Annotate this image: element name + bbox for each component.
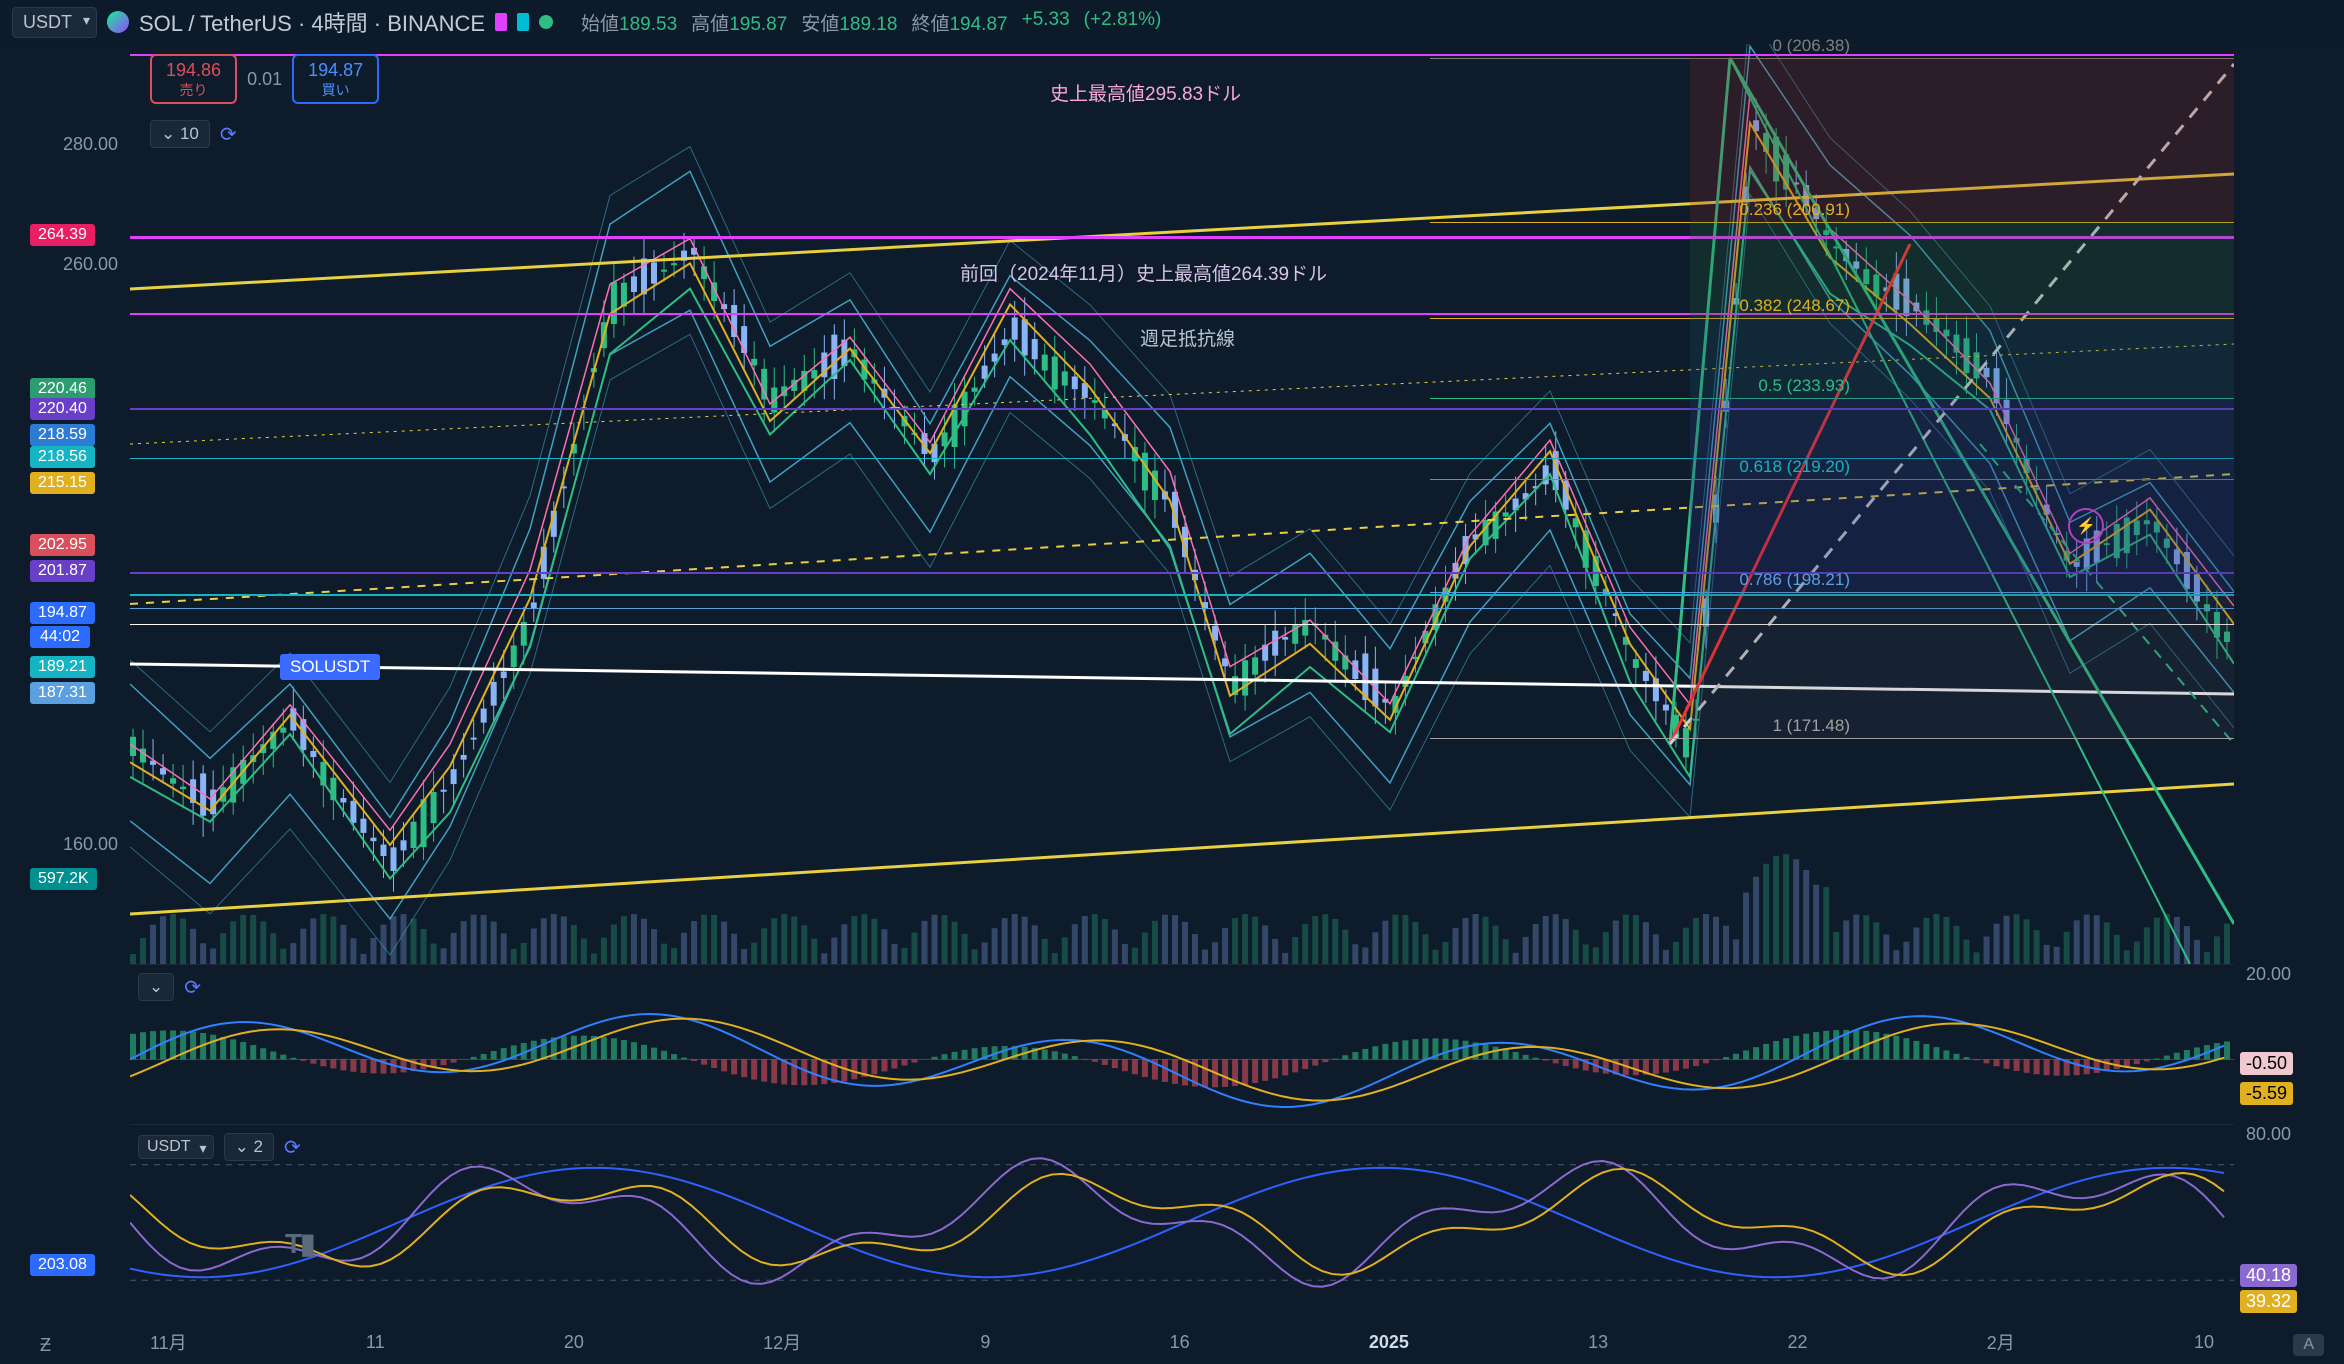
price-tag[interactable]: 44:02 [30, 626, 90, 648]
open-label: 始値 [581, 14, 619, 35]
price-tag[interactable]: 194.87 [30, 602, 95, 624]
refresh-icon[interactable]: ⟳ [220, 122, 237, 147]
time-tick: 16 [1170, 1332, 1190, 1353]
sell-button[interactable]: 194.86 売り [150, 54, 237, 104]
time-tick: 12月 [763, 1329, 801, 1355]
price-tag[interactable]: 220.40 [30, 398, 95, 420]
price-gridline-label: 280.00 [57, 132, 124, 157]
chart-container: USDT SOL / TetherUS · 4時間 · BINANCE 始値18… [0, 0, 2344, 1364]
spread-value: 0.01 [247, 69, 282, 90]
symbol-badge[interactable]: SOLUSDT [280, 654, 380, 680]
depth-value: 10 [180, 124, 199, 143]
rsi-left-tag[interactable]: 203.08 [30, 1254, 95, 1276]
fib-label: 0.618 (219.20) [1735, 457, 1854, 477]
interval-label: 4時間 [311, 11, 367, 36]
price-tag[interactable]: 264.39 [30, 224, 95, 246]
chart-annotation[interactable]: 前回（2024年11月）史上最高値264.39ドル [960, 259, 1327, 286]
rsi-axis-label: 80.00 [2240, 1122, 2297, 1147]
price-tag[interactable]: 187.31 [30, 682, 95, 704]
time-tick: 11 [366, 1332, 385, 1353]
bid-price: 194.86 [166, 60, 221, 82]
change-pct: (+2.81%) [1084, 9, 1162, 36]
chart-annotation[interactable]: 史上最高値295.83ドル [1050, 79, 1241, 106]
depth-toggle[interactable]: ⌄ 10 [150, 120, 210, 148]
price-gridline-label: 160.00 [57, 832, 124, 857]
rsi-axis-label: 39.32 [2240, 1290, 2297, 1313]
main-chart[interactable]: 0 (206.38)0.236 (200.91)0.382 (248.67)0.… [130, 44, 2234, 964]
tradingview-logo: T▮ [285, 1227, 314, 1260]
price-tag[interactable]: 215.15 [30, 472, 95, 494]
fib-label: 0.786 (198.21) [1735, 570, 1854, 590]
time-tick: 22 [1787, 1332, 1807, 1353]
macd-axis-label: 20.00 [2240, 962, 2297, 987]
fib-label: 0 (206.38) [1769, 36, 1855, 56]
fib-label: 0.5 (233.93) [1754, 376, 1854, 396]
time-tick: 10 [2194, 1332, 2214, 1353]
low-label: 安値 [801, 14, 839, 35]
time-tick: 2月 [1987, 1329, 2015, 1355]
fib-label: 0.236 (200.91) [1735, 200, 1854, 220]
exchange-label: BINANCE [387, 11, 485, 36]
low-value: 189.18 [839, 14, 897, 35]
time-tick: 2025 [1369, 1332, 1409, 1353]
rsi-axis-right[interactable]: 80.00 40.18 39.32 [2234, 1124, 2344, 1320]
rsi-svg [130, 1125, 2234, 1320]
ask-label: 買い [308, 82, 363, 99]
macd-svg [130, 965, 2234, 1124]
auto-scale-button[interactable]: A [2293, 1334, 2324, 1356]
symbol-title[interactable]: SOL / TetherUS · 4時間 · BINANCE [139, 6, 485, 38]
fib-line[interactable] [1430, 738, 2234, 739]
price-tag[interactable]: 597.2K [30, 868, 97, 890]
price-tag[interactable]: 220.46 [30, 378, 95, 400]
fib-label: 1 (171.48) [1769, 716, 1855, 736]
price-gridline-label: 260.00 [57, 252, 124, 277]
high-label: 高値 [691, 14, 729, 35]
rsi-axis-left[interactable]: 203.08 [0, 1124, 130, 1320]
trend-yellow-lower[interactable] [130, 784, 2234, 914]
indicator-badge-2 [517, 13, 529, 31]
macd-axis[interactable]: 20.00 -0.50 -5.59 [2234, 964, 2344, 1124]
close-value: 194.87 [949, 14, 1007, 35]
price-tag[interactable]: 189.21 [30, 656, 95, 678]
macd-panel[interactable]: ⌄ ⟳ [130, 964, 2234, 1124]
symbol-icon [107, 11, 129, 33]
lightning-fab[interactable]: ⚡ [2068, 508, 2104, 544]
timezone-icon[interactable]: Ƶ [40, 1335, 51, 1356]
rsi-panel[interactable]: USDT ⌄ 2 ⟳ T▮ [130, 1124, 2234, 1320]
horizontal-line[interactable] [130, 54, 2234, 56]
time-tick: 20 [564, 1332, 584, 1353]
indicator-badge-1 [495, 13, 507, 31]
price-tag[interactable]: 201.87 [30, 560, 95, 582]
buy-button[interactable]: 194.87 買い [292, 54, 379, 104]
time-axis[interactable]: 11月 11 20 12月 9 16 2025 13 22 2月 10 [130, 1320, 2234, 1364]
high-value: 195.87 [729, 14, 787, 35]
time-tick: 13 [1588, 1332, 1608, 1353]
price-tag[interactable]: 218.56 [30, 446, 95, 468]
close-label: 終値 [911, 14, 949, 35]
price-axis-left[interactable]: 280.00 260.00 160.00 264.39 220.46220.40 218.… [0, 44, 130, 964]
fib-zone [1690, 58, 2234, 222]
market-status-dot [539, 15, 553, 29]
price-tag[interactable]: 218.59 [30, 424, 95, 446]
quote-selector[interactable]: USDT [12, 7, 97, 38]
macd-axis-label: -0.50 [2240, 1052, 2293, 1075]
time-tick: 11月 [150, 1329, 187, 1355]
symbol-name: SOL / TetherUS [139, 11, 292, 36]
price-axis-right[interactable] [2234, 44, 2344, 964]
ask-price: 194.87 [308, 60, 363, 82]
rsi-axis-label: 40.18 [2240, 1264, 2297, 1287]
macd-axis-label: -5.59 [2240, 1082, 2293, 1105]
ohlc-row: 始値189.53 高値195.87 安値189.18 終値194.87 +5.3… [581, 9, 1161, 36]
fib-label: 0.382 (248.67) [1735, 296, 1854, 316]
change-abs: +5.33 [1022, 9, 1070, 36]
time-tick: 9 [980, 1332, 990, 1353]
bid-label: 売り [166, 82, 221, 99]
open-value: 189.53 [619, 14, 677, 35]
chart-annotation[interactable]: 週足抵抗線 [1140, 324, 1235, 351]
price-tag[interactable]: 202.95 [30, 534, 95, 556]
bid-ask-row: 194.86 売り 0.01 194.87 買い [150, 54, 379, 104]
depth-controls: ⌄ 10 ⟳ [150, 120, 237, 148]
top-bar: USDT SOL / TetherUS · 4時間 · BINANCE 始値18… [0, 0, 2344, 44]
